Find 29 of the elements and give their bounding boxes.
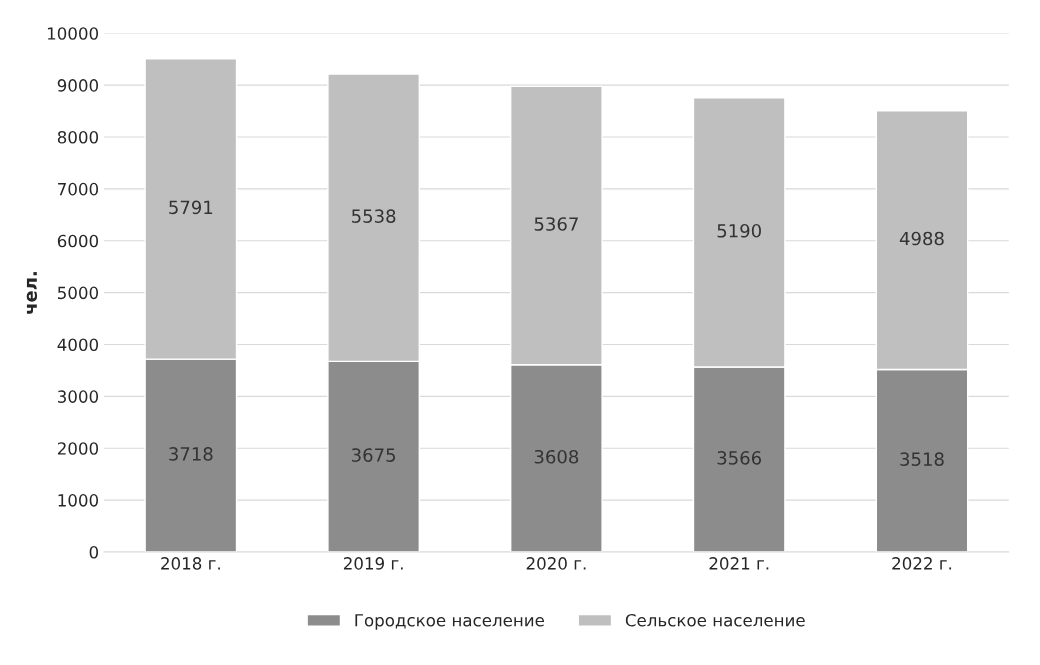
legend-label: Городское население [355,614,544,630]
data-label: 5791 [169,200,213,215]
data-label: 5190 [717,223,761,238]
y-tick-label: 3000 [57,390,99,403]
y-tick-label: 1000 [58,494,99,507]
y-axis-title: чел. [26,272,38,314]
data-label: 3518 [900,452,944,466]
y-tick-label: 4000 [57,338,99,352]
x-tick-label: 2022 г. [892,557,952,570]
data-label: 5538 [352,209,396,223]
data-label: 3675 [352,448,396,462]
y-tick-label: 5000 [58,286,99,300]
legend-label: Сельское население [625,613,805,627]
data-label: 3608 [534,449,579,464]
y-tick-label: 10000 [47,27,99,40]
x-tick-label: 2019 г. [343,557,403,570]
y-tick-label: 2000 [57,442,99,455]
y-tick-label: 7000 [58,182,99,196]
data-label: 3718 [169,447,213,461]
y-tick-label: 8000 [57,130,99,144]
y-tick-label: 6000 [57,234,99,248]
y-tick-label: 0 [89,545,99,559]
y-tick-label: 9000 [57,79,99,92]
data-label: 4988 [899,231,944,246]
x-tick-label: 2020 г. [526,557,586,570]
x-tick-label: 2018 г. [161,557,220,570]
data-label: 5367 [534,217,578,231]
x-tick-label: 2021 г. [709,557,769,570]
data-label: 3566 [717,451,762,465]
